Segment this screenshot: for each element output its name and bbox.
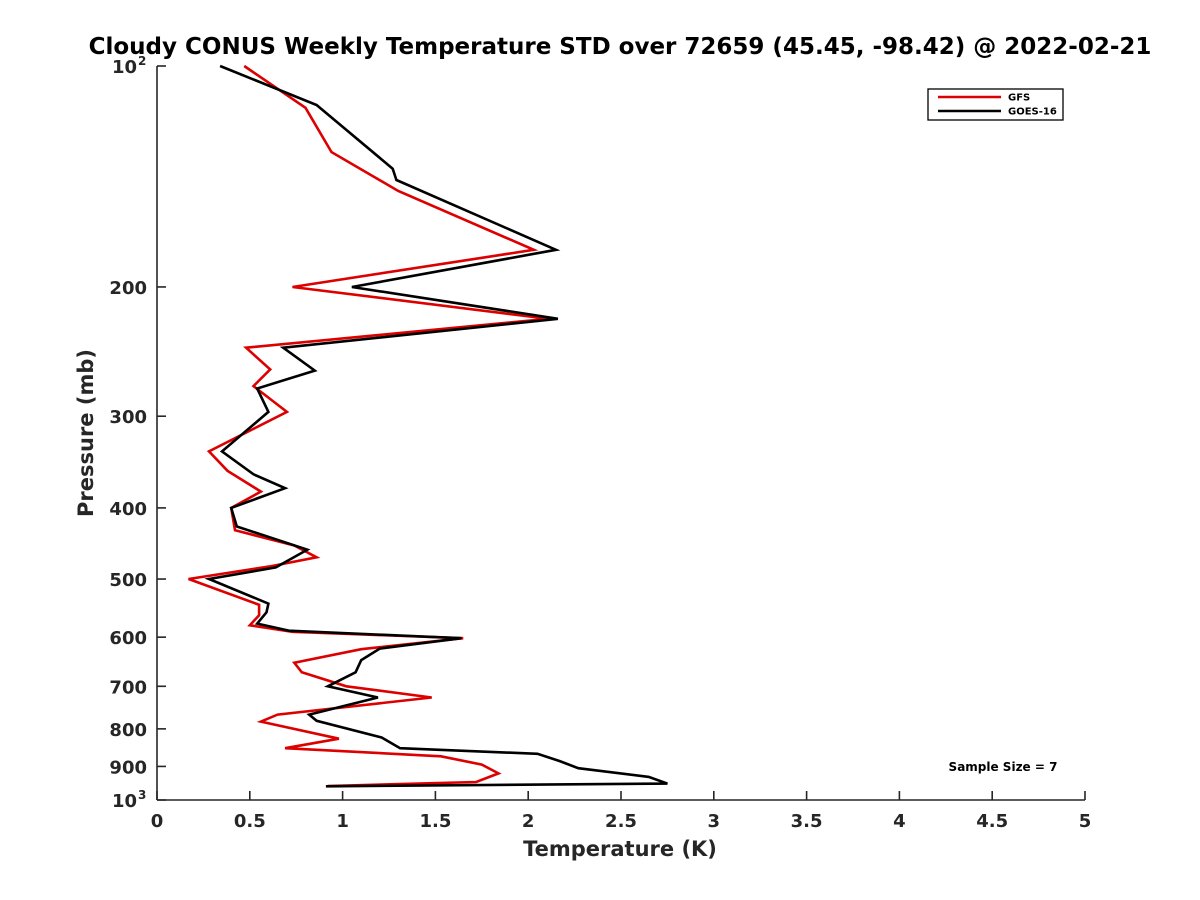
x-tick-label: 1 <box>336 811 349 832</box>
y-tick-label: 700 <box>109 677 147 698</box>
y-tick-label: 900 <box>109 757 147 778</box>
y-tick-label: 300 <box>109 407 147 428</box>
y-tick-label: 200 <box>109 278 147 299</box>
y-axis-label: Pressure (mb) <box>74 349 98 517</box>
x-tick-label: 4 <box>893 811 906 832</box>
axes: 0 0.5 1 1.5 2 2.5 3 3.5 4 4.5 510 22003004005006007… <box>109 54 1091 832</box>
y-tick-label: 600 <box>109 628 147 649</box>
x-tick-label: 1.5 <box>419 811 451 832</box>
sample-size-annotation: Sample Size = 7 <box>949 760 1058 774</box>
y-tick-label: 500 <box>109 570 147 591</box>
y-tick-label: 400 <box>109 499 147 520</box>
legend-label: GFS <box>1008 93 1030 104</box>
legend-box <box>927 88 1064 121</box>
x-tick-label: 5 <box>1079 811 1092 832</box>
plot-area <box>188 64 668 788</box>
y-tick-exponent: 2 <box>138 54 146 68</box>
x-tick-label: 0 <box>151 811 164 832</box>
y-tick-label: 10 <box>112 57 137 78</box>
x-tick-label: 3 <box>708 811 721 832</box>
y-tick-exponent: 3 <box>138 788 146 802</box>
x-tick-label: 3.5 <box>791 811 823 832</box>
x-tick-label: 2.5 <box>605 811 637 832</box>
x-axis-label: Temperature (K) <box>523 837 717 861</box>
x-tick-label: 0.5 <box>234 811 266 832</box>
x-tick-label: 2 <box>522 811 535 832</box>
legend: GFS GOES-16 <box>927 88 1064 121</box>
legend-label: GOES-16 <box>1008 107 1057 118</box>
y-tick-label: 800 <box>109 720 147 741</box>
x-tick-label: 4.5 <box>976 811 1008 832</box>
series-line-goes-16 <box>204 64 668 788</box>
y-tick-label: 10 <box>112 791 137 812</box>
chart-title: Cloudy CONUS Weekly Temperature STD over… <box>89 34 1152 60</box>
series-line-gfs <box>188 64 549 788</box>
